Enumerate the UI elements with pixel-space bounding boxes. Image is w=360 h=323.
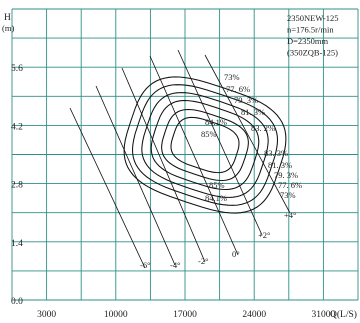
x-tick-label: 3000 [37, 310, 56, 320]
efficiency-label: 79. 3% [274, 170, 298, 180]
blade-angle-line [177, 49, 263, 236]
blade-angle-line [69, 107, 146, 269]
efficiency-label: 81. 3% [241, 107, 265, 117]
efficiency-label: 81. 3% [268, 160, 292, 170]
efficiency-label: 85% [201, 129, 217, 139]
efficiency-label: 73% [224, 72, 240, 82]
y-tick-label: 1.4 [11, 239, 23, 249]
x-tick-label: 31000 [312, 310, 336, 320]
y-tick-label: 2.8 [11, 181, 23, 191]
efficiency-contour [131, 84, 279, 206]
info-line: D=2350mm [287, 36, 329, 46]
efficiency-label: 84.1% [205, 193, 227, 203]
blade-angle-label: +4° [284, 210, 296, 220]
y-tick-label: 5.6 [11, 64, 23, 74]
y-tick-label: 4.2 [11, 122, 23, 132]
efficiency-label: 73% [280, 190, 296, 200]
blade-angle-line [95, 85, 176, 266]
efficiency-contour [150, 99, 260, 191]
blade-angle-line [121, 67, 206, 263]
blade-angle-label: 0° [232, 249, 240, 259]
x-tick-label: 17000 [173, 310, 197, 320]
efficiency-contour [161, 108, 249, 182]
efficiency-label: 77. 6% [226, 84, 250, 94]
y-axis-title: H [4, 13, 11, 23]
efficiency-label: 85% [209, 180, 225, 190]
info-line: 2350NEW-125 [287, 13, 338, 23]
y-tick-label: 0.0 [11, 297, 23, 307]
efficiency-label: 79. 3% [234, 95, 258, 105]
efficiency-label: 83. 2% [251, 123, 275, 133]
y-axis-unit: (m) [2, 23, 14, 33]
efficiency-label: 84.1% [205, 117, 227, 127]
x-tick-label: 24000 [242, 310, 266, 320]
x-axis-title: Q(L/S) [330, 309, 357, 320]
blade-angle-label: -2° [198, 256, 208, 266]
blade-angle-label: -4° [170, 260, 180, 270]
efficiency-contour [170, 116, 240, 174]
blade-angle-line [149, 55, 239, 256]
blade-angle-label: +2° [258, 230, 270, 240]
x-tick-label: 10000 [104, 310, 128, 320]
blade-angle-line [204, 54, 291, 214]
efficiency-label: 83. 3% [264, 148, 288, 158]
blade-angle-label: -6° [140, 260, 150, 270]
info-line: (350ZQB-125) [287, 48, 338, 58]
efficiency-contour [123, 76, 287, 214]
efficiency-label: 77. 6% [278, 180, 302, 190]
info-line: n=176.5r/min [287, 25, 334, 35]
